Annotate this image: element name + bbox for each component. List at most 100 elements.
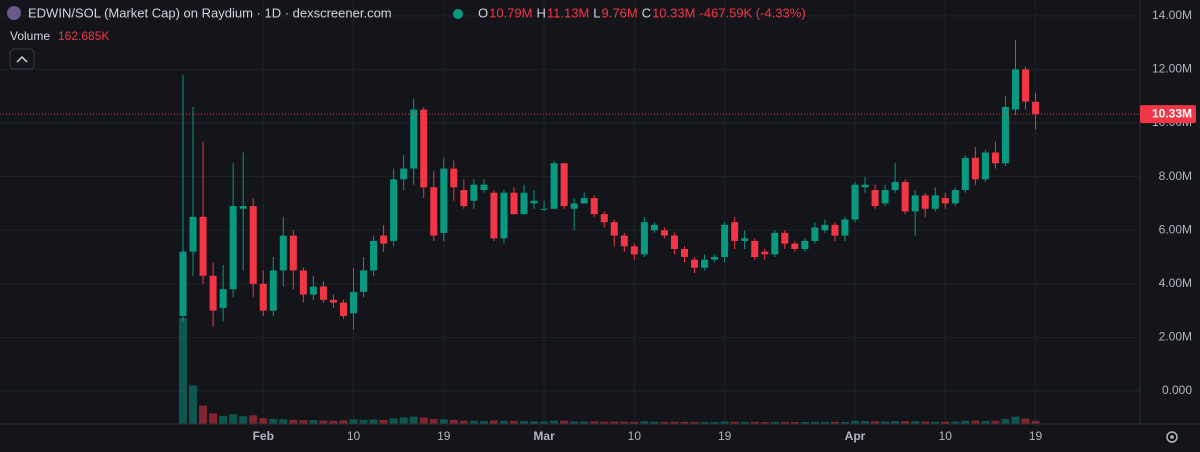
candle-body bbox=[811, 227, 819, 241]
volume-value: 162.685K bbox=[58, 29, 109, 43]
candle-body bbox=[380, 235, 388, 244]
volume-bar bbox=[219, 415, 228, 424]
volume-bar bbox=[199, 405, 208, 424]
volume-bar bbox=[961, 420, 970, 424]
volume-bar bbox=[820, 421, 829, 424]
volume-bar bbox=[871, 421, 880, 424]
candle-body bbox=[470, 184, 478, 201]
volume-label: Volume bbox=[10, 29, 50, 43]
candle-body bbox=[360, 270, 368, 292]
candle-body bbox=[891, 181, 899, 191]
candle-body bbox=[490, 192, 498, 239]
candle-body bbox=[269, 270, 277, 311]
ohlc-key: O bbox=[478, 5, 488, 20]
volume-bar bbox=[509, 420, 518, 424]
ohlc-key: H bbox=[537, 5, 546, 20]
volume-bar bbox=[540, 421, 549, 424]
candle-body bbox=[219, 289, 227, 308]
candle-body bbox=[610, 222, 618, 236]
ohlc-value: 9.76M bbox=[602, 5, 638, 20]
candle-body bbox=[450, 168, 458, 188]
candle-body bbox=[550, 163, 558, 209]
ohlc-key: L bbox=[593, 5, 600, 20]
ohlc-legend: O 10.79M H 11.13M L 9.76M C 10.33M -467.59K (-4.… bbox=[478, 5, 806, 20]
y-tick-label: 4.00M bbox=[1159, 276, 1192, 290]
y-tick-label: 8.00M bbox=[1159, 169, 1192, 183]
candle-body bbox=[741, 238, 749, 241]
volume-bar bbox=[560, 420, 569, 424]
volume-bar bbox=[921, 421, 930, 424]
last-price-label: 10.33M bbox=[1152, 106, 1192, 120]
candle-body bbox=[751, 240, 759, 258]
volume-bar bbox=[941, 421, 950, 424]
candle-layer bbox=[179, 39, 1040, 330]
collapse-icon bbox=[16, 55, 28, 63]
volume-bar bbox=[319, 420, 328, 424]
volume-bar bbox=[851, 420, 860, 424]
volume-bar bbox=[209, 413, 218, 424]
candle-body bbox=[821, 224, 829, 231]
volume-bar bbox=[179, 318, 187, 424]
candle-body bbox=[350, 291, 358, 314]
candle-body bbox=[640, 222, 648, 255]
volume-bar bbox=[249, 415, 258, 424]
volume-bar bbox=[1001, 418, 1010, 424]
candle-body bbox=[530, 200, 538, 204]
volume-bar bbox=[289, 419, 298, 424]
candle-body bbox=[921, 195, 929, 209]
y-tick-label: 6.00M bbox=[1159, 222, 1192, 236]
volume-bar bbox=[309, 420, 318, 424]
volume-bar bbox=[840, 421, 849, 424]
chart-title: EDWIN/SOL (Market Cap) on Raydium · 1D ·… bbox=[28, 5, 392, 20]
volume-bar bbox=[750, 421, 759, 424]
candle-body bbox=[510, 192, 518, 215]
token-icon bbox=[7, 6, 21, 20]
x-tick-label: 10 bbox=[628, 429, 642, 443]
volume-bar bbox=[530, 421, 539, 424]
candle-body bbox=[861, 184, 869, 188]
candle-body bbox=[289, 235, 297, 271]
volume-bar bbox=[590, 421, 599, 424]
volume-bar bbox=[339, 420, 348, 424]
x-tick-label: 10 bbox=[939, 429, 953, 443]
ohlc-key: C bbox=[642, 5, 651, 20]
volume-bar bbox=[710, 422, 719, 424]
volume-bar bbox=[1021, 418, 1030, 424]
volume-bar bbox=[459, 420, 468, 424]
candle-body bbox=[1022, 69, 1030, 102]
ohlc-value: 10.79M bbox=[489, 5, 532, 20]
volume-bar bbox=[690, 421, 699, 424]
collapse-button[interactable] bbox=[9, 48, 35, 70]
volume-bar bbox=[720, 421, 729, 424]
settings-icon bbox=[1170, 435, 1174, 439]
candle-body bbox=[430, 187, 438, 236]
candle-body bbox=[590, 198, 598, 215]
y-tick-label: 0.000 bbox=[1162, 383, 1192, 397]
candle-body bbox=[881, 190, 889, 204]
volume-bar bbox=[670, 421, 679, 424]
settings-button[interactable] bbox=[1166, 431, 1178, 443]
volume-bar bbox=[329, 420, 338, 424]
volume-bar bbox=[730, 421, 739, 424]
volume-bar bbox=[499, 420, 508, 424]
candle-body bbox=[781, 232, 789, 244]
volume-bar bbox=[971, 420, 980, 424]
candle-body bbox=[791, 243, 799, 249]
candle-body bbox=[440, 168, 448, 233]
volume-bar bbox=[780, 421, 789, 424]
candle-body bbox=[941, 198, 949, 204]
candle-body bbox=[721, 224, 729, 258]
volume-bar bbox=[911, 421, 920, 424]
volume-bar bbox=[279, 419, 288, 424]
candle-body bbox=[1001, 106, 1009, 164]
volume-bar bbox=[1011, 416, 1020, 424]
volume-bar bbox=[259, 418, 268, 424]
candle-body bbox=[339, 302, 347, 316]
volume-bar bbox=[580, 421, 589, 424]
candle-body bbox=[981, 152, 989, 180]
volume-bar bbox=[570, 421, 579, 424]
x-tick-label: Mar bbox=[533, 429, 555, 443]
candle-body bbox=[691, 259, 699, 268]
volume-bar bbox=[610, 421, 619, 424]
